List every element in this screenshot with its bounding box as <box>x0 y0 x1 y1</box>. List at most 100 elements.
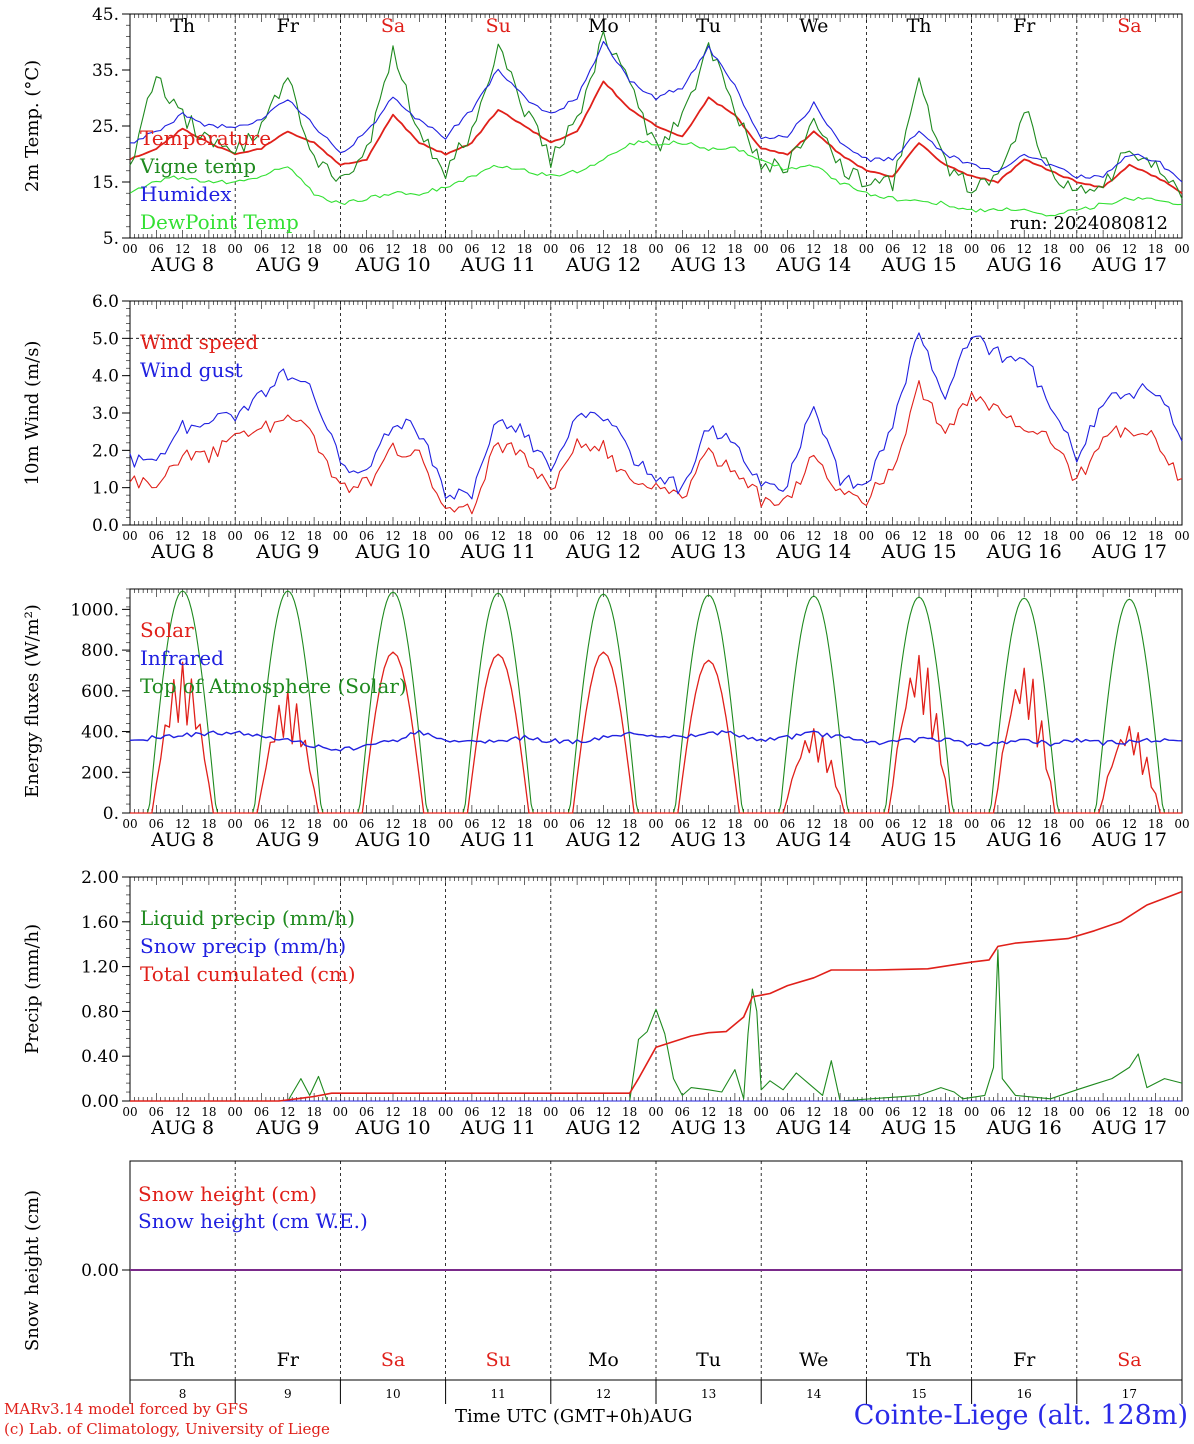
x-hour-tick-label: 06 <box>990 1105 1005 1119</box>
x-hour-tick-label: 06 <box>359 1105 374 1119</box>
x-hour-tick-label: 18 <box>517 529 532 543</box>
x-hour-tick-label: 00 <box>438 242 453 256</box>
x-hour-tick-label: 06 <box>254 817 269 831</box>
x-hour-tick-label: 06 <box>990 817 1005 831</box>
weekday-label: Th <box>170 15 195 37</box>
y-tick-label: 5.0 <box>92 329 119 349</box>
weekday-label: Su <box>486 15 511 37</box>
x-hour-tick-label: 00 <box>228 242 243 256</box>
y-tick-label: 800. <box>81 641 119 661</box>
x-hour-tick-label: 06 <box>569 242 584 256</box>
x-date-label: AUG 9 <box>255 254 319 276</box>
weekday-label: Mo <box>588 15 619 37</box>
x-hour-tick-label: 00 <box>543 529 558 543</box>
weekday-label: Fr <box>277 1349 300 1371</box>
x-hour-tick-label: 18 <box>201 1105 216 1119</box>
x-hour-tick-label: 06 <box>675 1105 690 1119</box>
y-axis-label: Snow height (cm) <box>22 1190 43 1351</box>
panel-2-frame: 0.0 1.0 2.0 3.0 4.0 5.0 6.0 10m Wind (m/s) Wind … <box>22 292 1190 563</box>
y-tick-label: 2.0 <box>92 441 119 461</box>
x-date-label: AUG 15 <box>880 1117 956 1139</box>
x-hour-tick-label: 18 <box>622 242 637 256</box>
x-hour-tick-label: 12 <box>175 817 190 831</box>
x-hour-tick-label: 12 <box>1017 817 1032 831</box>
y-tick-label: 400. <box>81 723 119 743</box>
x-hour-tick-label: 12 <box>280 817 295 831</box>
x-hour-tick-label: 18 <box>517 817 532 831</box>
legend-entry: Total cumulated (cm) <box>140 962 356 986</box>
x-hour-tick-label: 12 <box>385 817 400 831</box>
x-date-label: AUG 17 <box>1091 541 1167 563</box>
x-hour-tick-label: 06 <box>1095 529 1110 543</box>
station-name: Cointe-Liege (alt. 128m) <box>853 1400 1188 1431</box>
y-tick-label: 1000. <box>70 600 119 620</box>
x-hour-tick-label: 06 <box>359 242 374 256</box>
panel-border <box>129 300 1183 526</box>
day-number-label: 8 <box>179 1387 187 1401</box>
x-hour-tick-label: 18 <box>832 817 847 831</box>
weekday-label: Tu <box>696 1349 721 1371</box>
weekday-label: Sa <box>381 1349 405 1371</box>
x-date-label: AUG 13 <box>670 1117 746 1139</box>
x-date-label: AUG 12 <box>565 829 641 851</box>
legend-entry: Top of Atmosphere (Solar) <box>140 674 407 698</box>
x-date-label: AUG 15 <box>880 829 956 851</box>
series-temperature <box>129 80 1183 194</box>
x-date-label: AUG 10 <box>354 829 430 851</box>
legend-entry: DewPoint Temp <box>140 210 299 234</box>
x-hour-tick-label: 00 <box>333 817 348 831</box>
x-hour-tick-label: 06 <box>149 817 164 831</box>
x-hour-tick-label: 12 <box>175 529 190 543</box>
x-hour-tick-label: 00 <box>228 529 243 543</box>
x-hour-tick-label: 06 <box>780 1105 795 1119</box>
x-hour-tick-label: 06 <box>464 242 479 256</box>
x-hour-tick-label: 12 <box>1017 242 1032 256</box>
weekday-label: Mo <box>588 1349 619 1371</box>
x-hour-tick-label: 12 <box>701 817 716 831</box>
x-hour-tick-label: 18 <box>832 242 847 256</box>
panel-border <box>129 588 1183 814</box>
x-hour-tick-label: 06 <box>780 242 795 256</box>
x-hour-tick-label: 18 <box>201 817 216 831</box>
panel-4-frame: 0.00 0.40 0.80 1.20 1.60 2.00 Precip (mm/h) Liq… <box>22 868 1190 1139</box>
legend-entry: Wind speed <box>140 330 258 354</box>
weekday-label: Th <box>170 1349 195 1371</box>
x-date-label: AUG 8 <box>150 254 214 276</box>
legend-entry: Solar <box>140 618 194 642</box>
x-date-label: AUG 14 <box>775 541 851 563</box>
x-hour-tick-label: 00 <box>1174 529 1189 543</box>
x-hour-tick-label: 06 <box>1095 817 1110 831</box>
x-date-label: AUG 14 <box>775 829 851 851</box>
x-hour-tick-label: 12 <box>491 817 506 831</box>
x-hour-tick-label: 18 <box>306 529 321 543</box>
x-hour-tick-label: 18 <box>938 1105 953 1119</box>
x-hour-tick-label: 06 <box>149 242 164 256</box>
y-tick-label: 0.40 <box>81 1047 119 1067</box>
x-hour-tick-label: 00 <box>333 242 348 256</box>
legend-entry: Wind gust <box>140 358 243 382</box>
y-tick-label: 0.00 <box>81 1092 119 1112</box>
time-axis-label: Time UTC (GMT+0h)AUG <box>455 1406 693 1427</box>
series-total-cumulated-cm- <box>130 890 1183 1102</box>
x-hour-tick-label: 00 <box>543 242 558 256</box>
model-credit: MARv3.14 model forced by GFS <box>4 1400 249 1418</box>
x-hour-tick-label: 00 <box>964 242 979 256</box>
x-hour-tick-label: 06 <box>1095 242 1110 256</box>
x-hour-tick-label: 18 <box>412 242 427 256</box>
x-hour-tick-label: 12 <box>175 242 190 256</box>
x-hour-tick-label: 06 <box>254 1105 269 1119</box>
x-hour-tick-label: 00 <box>859 1105 874 1119</box>
y-axis-label: 2m Temp. (°C) <box>22 60 43 192</box>
x-hour-tick-label: 00 <box>859 242 874 256</box>
series-wind-speed <box>129 380 1183 515</box>
x-hour-tick-label: 06 <box>569 817 584 831</box>
x-hour-tick-label: 18 <box>622 529 637 543</box>
x-hour-tick-label: 12 <box>175 1105 190 1119</box>
x-hour-tick-label: 00 <box>228 817 243 831</box>
x-hour-tick-label: 06 <box>149 529 164 543</box>
x-hour-tick-label: 12 <box>280 529 295 543</box>
x-hour-tick-label: 06 <box>780 817 795 831</box>
x-hour-tick-label: 12 <box>701 1105 716 1119</box>
x-hour-tick-label: 12 <box>1017 1105 1032 1119</box>
run-label: run: 2024080812 <box>1010 213 1168 234</box>
